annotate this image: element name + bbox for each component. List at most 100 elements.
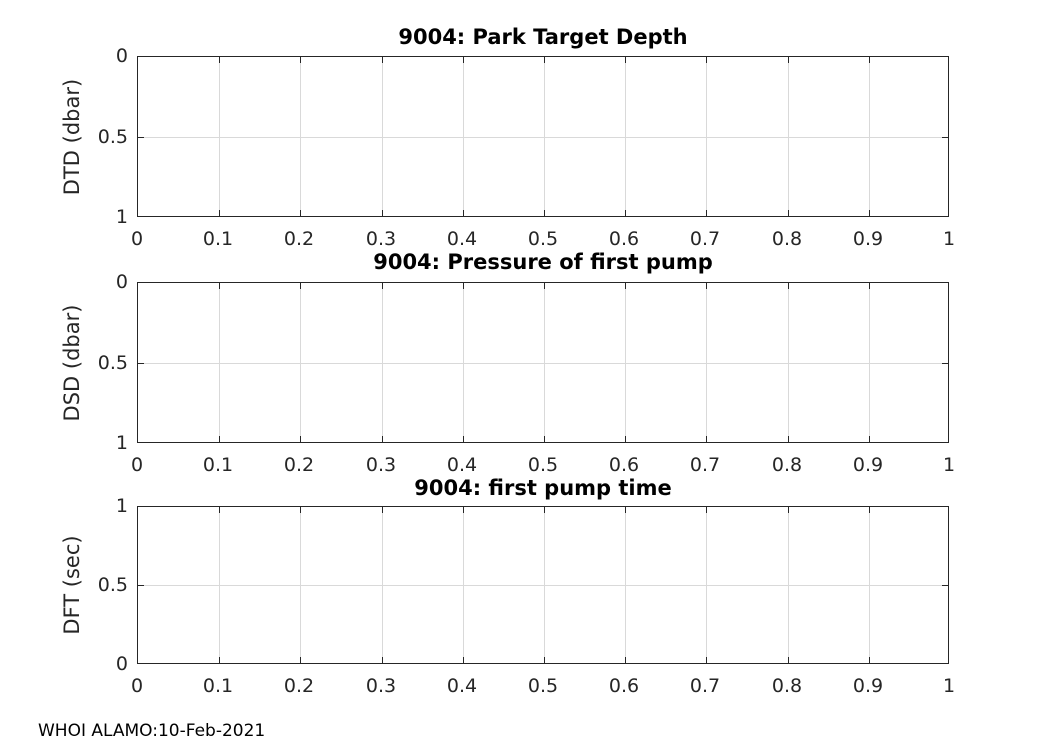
plot-area bbox=[137, 282, 949, 443]
y-tick-left bbox=[138, 363, 144, 364]
x-tick-label: 0.1 bbox=[202, 228, 234, 250]
y-gridline bbox=[138, 585, 948, 586]
y-tick-label: 0.5 bbox=[97, 574, 128, 596]
x-tick-bottom bbox=[625, 210, 626, 216]
x-tick-top bbox=[382, 283, 383, 289]
x-tick-label: 0.6 bbox=[608, 454, 640, 476]
y-tick-label: 1 bbox=[115, 495, 128, 517]
x-tick-label: 0.3 bbox=[365, 228, 397, 250]
y-tick-label: 0 bbox=[115, 653, 128, 675]
x-tick-bottom bbox=[219, 436, 220, 442]
x-tick-top bbox=[706, 507, 707, 513]
x-tick-label: 0.1 bbox=[202, 675, 234, 697]
x-tick-bottom bbox=[300, 210, 301, 216]
x-tick-bottom bbox=[625, 657, 626, 663]
x-tick-label: 1 bbox=[942, 228, 956, 250]
x-tick-label: 0.1 bbox=[202, 454, 234, 476]
y-tick-left bbox=[138, 585, 144, 586]
x-gridline bbox=[544, 283, 545, 442]
x-tick-label: 0 bbox=[130, 675, 144, 697]
x-gridline bbox=[463, 57, 464, 216]
y-tick-right bbox=[942, 585, 948, 586]
x-tick-top bbox=[300, 507, 301, 513]
y-gridline bbox=[138, 137, 948, 138]
x-tick-top bbox=[544, 57, 545, 63]
x-gridline bbox=[300, 57, 301, 216]
x-tick-bottom bbox=[625, 436, 626, 442]
x-tick-top bbox=[788, 283, 789, 289]
x-tick-label: 0 bbox=[130, 454, 144, 476]
x-gridline bbox=[869, 57, 870, 216]
y-tick-label: 0.5 bbox=[97, 125, 128, 148]
x-tick-top bbox=[219, 57, 220, 63]
x-tick-top bbox=[625, 507, 626, 513]
x-gridline bbox=[382, 57, 383, 216]
x-tick-label: 0.4 bbox=[446, 228, 478, 250]
x-tick-top bbox=[463, 57, 464, 63]
x-tick-label: 0.9 bbox=[852, 228, 884, 250]
x-tick-top bbox=[544, 283, 545, 289]
x-tick-top bbox=[706, 57, 707, 63]
x-tick-bottom bbox=[463, 436, 464, 442]
chart-title: 9004: first pump time bbox=[414, 476, 672, 500]
x-tick-bottom bbox=[869, 657, 870, 663]
x-tick-label: 0.5 bbox=[527, 675, 559, 697]
x-tick-top bbox=[300, 283, 301, 289]
x-tick-bottom bbox=[788, 657, 789, 663]
x-tick-label: 0.8 bbox=[771, 454, 803, 476]
x-tick-label: 0.6 bbox=[608, 675, 640, 697]
x-tick-bottom bbox=[300, 657, 301, 663]
x-tick-bottom bbox=[869, 436, 870, 442]
y-tick-label: 1 bbox=[115, 432, 128, 454]
x-tick-label: 0.8 bbox=[771, 675, 803, 697]
x-tick-top bbox=[219, 507, 220, 513]
x-gridline bbox=[463, 283, 464, 442]
x-gridline bbox=[382, 283, 383, 442]
x-tick-bottom bbox=[382, 657, 383, 663]
x-gridline bbox=[706, 283, 707, 442]
x-tick-label: 0.7 bbox=[689, 454, 721, 476]
chart-title: 9004: Park Target Depth bbox=[398, 25, 688, 49]
x-tick-top bbox=[869, 507, 870, 513]
y-tick-left bbox=[138, 137, 144, 138]
x-tick-top bbox=[219, 283, 220, 289]
x-tick-label: 0.4 bbox=[446, 675, 478, 697]
x-gridline bbox=[706, 57, 707, 216]
x-tick-bottom bbox=[706, 210, 707, 216]
y-tick-label: 0 bbox=[115, 271, 128, 293]
y-tick-right bbox=[942, 363, 948, 364]
x-tick-top bbox=[706, 283, 707, 289]
x-tick-bottom bbox=[463, 210, 464, 216]
x-tick-top bbox=[869, 57, 870, 63]
x-tick-bottom bbox=[300, 436, 301, 442]
x-tick-top bbox=[300, 57, 301, 63]
chart-title: 9004: Pressure of first pump bbox=[373, 250, 713, 274]
x-tick-top bbox=[625, 57, 626, 63]
x-tick-label: 0.2 bbox=[283, 228, 315, 250]
x-tick-bottom bbox=[788, 436, 789, 442]
y-gridline bbox=[138, 363, 948, 364]
x-tick-bottom bbox=[788, 210, 789, 216]
x-tick-bottom bbox=[544, 657, 545, 663]
x-tick-label: 0.9 bbox=[852, 675, 884, 697]
x-tick-label: 0.4 bbox=[446, 454, 478, 476]
y-tick-label: 1 bbox=[115, 206, 128, 228]
x-gridline bbox=[788, 57, 789, 216]
x-tick-bottom bbox=[544, 210, 545, 216]
plot-area bbox=[137, 506, 949, 664]
x-tick-top bbox=[382, 507, 383, 513]
y-tick-label: 0.5 bbox=[97, 351, 128, 374]
x-tick-top bbox=[382, 57, 383, 63]
x-gridline bbox=[544, 57, 545, 216]
x-tick-label: 0.7 bbox=[689, 228, 721, 250]
y-tick-right bbox=[942, 137, 948, 138]
x-tick-top bbox=[869, 283, 870, 289]
x-tick-bottom bbox=[869, 210, 870, 216]
x-tick-label: 0.5 bbox=[527, 228, 559, 250]
x-tick-label: 1 bbox=[942, 454, 956, 476]
x-tick-top bbox=[463, 507, 464, 513]
x-tick-top bbox=[788, 57, 789, 63]
x-tick-label: 0.3 bbox=[365, 675, 397, 697]
